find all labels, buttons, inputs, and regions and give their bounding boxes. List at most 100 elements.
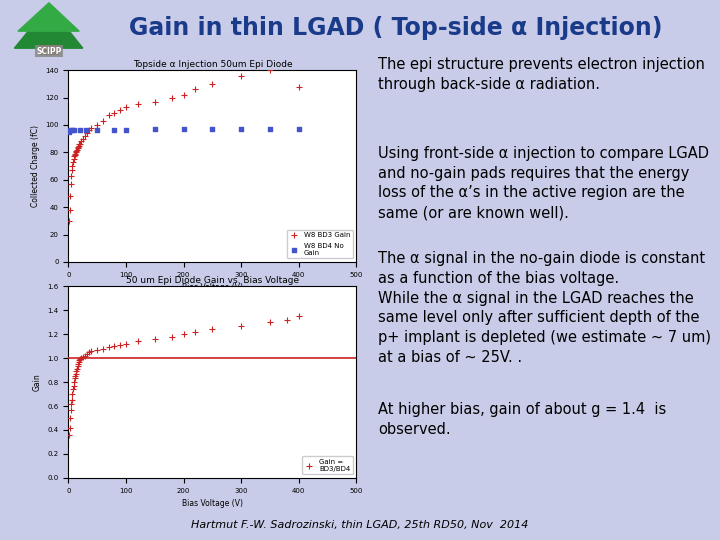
Gain =
BD3/BD4	[67, 385, 78, 394]
W8 BD3 Gain	[84, 126, 95, 135]
Gain =
BD3/BD4	[73, 357, 84, 366]
W8 BD4 No
Gain	[293, 125, 305, 133]
W8 BD3 Gain	[64, 192, 76, 200]
Text: Using front-side α injection to compare LGAD
and no-gain pads requires that the : Using front-side α injection to compare …	[378, 146, 709, 220]
W8 BD4 No
Gain	[120, 126, 132, 135]
X-axis label: Bias Voltage (V): Bias Voltage (V)	[182, 283, 243, 292]
W8 BD3 Gain	[74, 140, 86, 149]
Gain =
BD3/BD4	[103, 343, 114, 352]
Gain =
BD3/BD4	[70, 372, 81, 380]
Text: Gain in thin LGAD ( Top-side α Injection): Gain in thin LGAD ( Top-side α Injection…	[130, 16, 662, 40]
W8 BD3 Gain	[63, 217, 75, 225]
W8 BD3 Gain	[72, 144, 84, 153]
W8 BD3 Gain	[189, 85, 201, 94]
W8 BD3 Gain	[67, 161, 78, 170]
W8 BD3 Gain	[68, 155, 79, 164]
W8 BD3 Gain	[178, 91, 189, 99]
Gain =
BD3/BD4	[71, 367, 82, 376]
Gain =
BD3/BD4	[120, 339, 132, 348]
Gain =
BD3/BD4	[149, 335, 161, 343]
Gain =
BD3/BD4	[72, 362, 84, 371]
W8 BD3 Gain	[114, 106, 126, 114]
Gain =
BD3/BD4	[81, 350, 93, 359]
Gain =
BD3/BD4	[109, 342, 120, 350]
Text: The α signal in the no-gain diode is constant
as a function of the bias voltage.: The α signal in the no-gain diode is con…	[378, 251, 711, 365]
Legend: W8 BD3 Gain, W8 BD4 No
Gain: W8 BD3 Gain, W8 BD4 No Gain	[287, 230, 353, 259]
X-axis label: Bias Voltage (V): Bias Voltage (V)	[182, 499, 243, 508]
W8 BD3 Gain	[282, 62, 293, 70]
Gain =
BD3/BD4	[293, 312, 305, 320]
W8 BD3 Gain	[91, 120, 103, 129]
Gain =
BD3/BD4	[66, 396, 78, 404]
W8 BD3 Gain	[71, 147, 82, 156]
Gain =
BD3/BD4	[69, 374, 81, 383]
W8 BD3 Gain	[66, 166, 78, 174]
W8 BD3 Gain	[73, 143, 84, 151]
Gain =
BD3/BD4	[78, 352, 90, 360]
W8 BD3 Gain	[149, 97, 161, 106]
W8 BD3 Gain	[78, 132, 90, 140]
W8 BD3 Gain	[166, 93, 178, 102]
W8 BD3 Gain	[81, 129, 93, 138]
Gain =
BD3/BD4	[64, 423, 76, 432]
W8 BD4 No
Gain	[264, 125, 276, 133]
Gain =
BD3/BD4	[68, 378, 80, 387]
W8 BD3 Gain	[293, 82, 305, 91]
Gain =
BD3/BD4	[74, 355, 86, 363]
W8 BD4 No
Gain	[64, 126, 76, 135]
Gain =
BD3/BD4	[63, 430, 75, 439]
W8 BD4 No
Gain	[109, 126, 120, 135]
Gain =
BD3/BD4	[70, 369, 81, 378]
Gain =
BD3/BD4	[166, 332, 178, 341]
W8 BD3 Gain	[69, 151, 81, 159]
W8 BD3 Gain	[120, 103, 132, 111]
Polygon shape	[14, 5, 83, 48]
W8 BD3 Gain	[207, 79, 218, 88]
W8 BD3 Gain	[73, 140, 85, 149]
Polygon shape	[18, 3, 79, 31]
Gain =
BD3/BD4	[86, 347, 97, 355]
W8 BD4 No
Gain	[74, 126, 86, 135]
Gain =
BD3/BD4	[66, 399, 77, 408]
W8 BD4 No
Gain	[80, 126, 91, 135]
Gain =
BD3/BD4	[207, 325, 218, 334]
Gain =
BD3/BD4	[189, 327, 201, 336]
Text: The epi structure prevents electron injection
through back-side α radiation.: The epi structure prevents electron inje…	[378, 57, 705, 91]
Text: Hartmut F.-W. Sadrozinski, thin LGAD, 25th RD50, Nov  2014: Hartmut F.-W. Sadrozinski, thin LGAD, 25…	[192, 520, 528, 530]
Gain =
BD3/BD4	[73, 356, 85, 365]
W8 BD3 Gain	[65, 179, 76, 188]
Gain =
BD3/BD4	[91, 346, 103, 354]
Y-axis label: Gain: Gain	[33, 373, 42, 391]
W8 BD3 Gain	[66, 171, 77, 180]
W8 BD4 No
Gain	[63, 127, 75, 136]
W8 BD3 Gain	[67, 158, 78, 166]
Gain =
BD3/BD4	[76, 354, 87, 362]
Gain =
BD3/BD4	[282, 315, 293, 324]
Title: 50 um Epi Diode Gain vs. Bias Voltage: 50 um Epi Diode Gain vs. Bias Voltage	[126, 276, 299, 286]
W8 BD4 No
Gain	[66, 126, 78, 135]
W8 BD3 Gain	[103, 111, 114, 120]
Text: At higher bias, gain of about g = 1.4  is
observed.: At higher bias, gain of about g = 1.4 is…	[378, 402, 666, 437]
W8 BD3 Gain	[235, 71, 247, 80]
W8 BD4 No
Gain	[91, 126, 103, 135]
Text: SCIPP: SCIPP	[36, 46, 62, 56]
W8 BD4 No
Gain	[178, 125, 189, 133]
W8 BD3 Gain	[97, 117, 109, 125]
W8 BD3 Gain	[64, 206, 76, 214]
W8 BD4 No
Gain	[207, 125, 218, 133]
Gain =
BD3/BD4	[71, 364, 83, 373]
W8 BD3 Gain	[71, 145, 83, 154]
W8 BD3 Gain	[109, 109, 120, 117]
Gain =
BD3/BD4	[68, 381, 79, 390]
Gain =
BD3/BD4	[235, 321, 247, 330]
W8 BD4 No
Gain	[68, 126, 80, 135]
Gain =
BD3/BD4	[64, 414, 76, 422]
Gain =
BD3/BD4	[84, 348, 95, 356]
W8 BD3 Gain	[77, 134, 89, 143]
W8 BD3 Gain	[86, 123, 97, 132]
W8 BD4 No
Gain	[235, 125, 247, 133]
Gain =
BD3/BD4	[67, 390, 78, 399]
Gain =
BD3/BD4	[73, 360, 84, 368]
W8 BD3 Gain	[70, 148, 81, 157]
Gain =
BD3/BD4	[65, 406, 76, 414]
